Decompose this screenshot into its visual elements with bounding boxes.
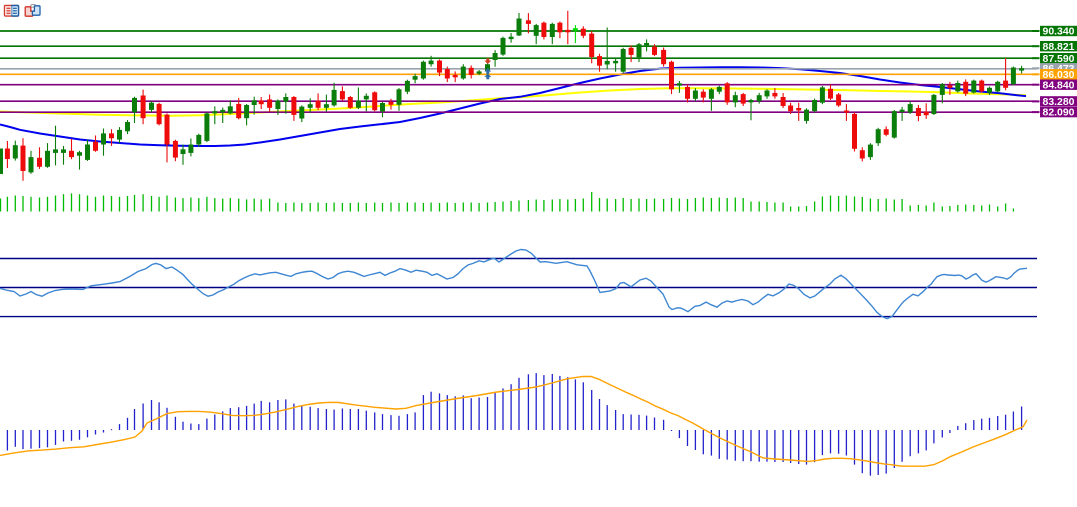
svg-text:86.030: 86.030 [1043,69,1075,81]
svg-text:83.280: 83.280 [1043,96,1075,108]
svg-text:87.590: 87.590 [1043,53,1075,65]
svg-text:84.840: 84.840 [1043,79,1075,91]
svg-text:82.090: 82.090 [1043,107,1075,119]
svg-text:88.821: 88.821 [1043,41,1075,53]
svg-text:90.340: 90.340 [1043,26,1075,38]
